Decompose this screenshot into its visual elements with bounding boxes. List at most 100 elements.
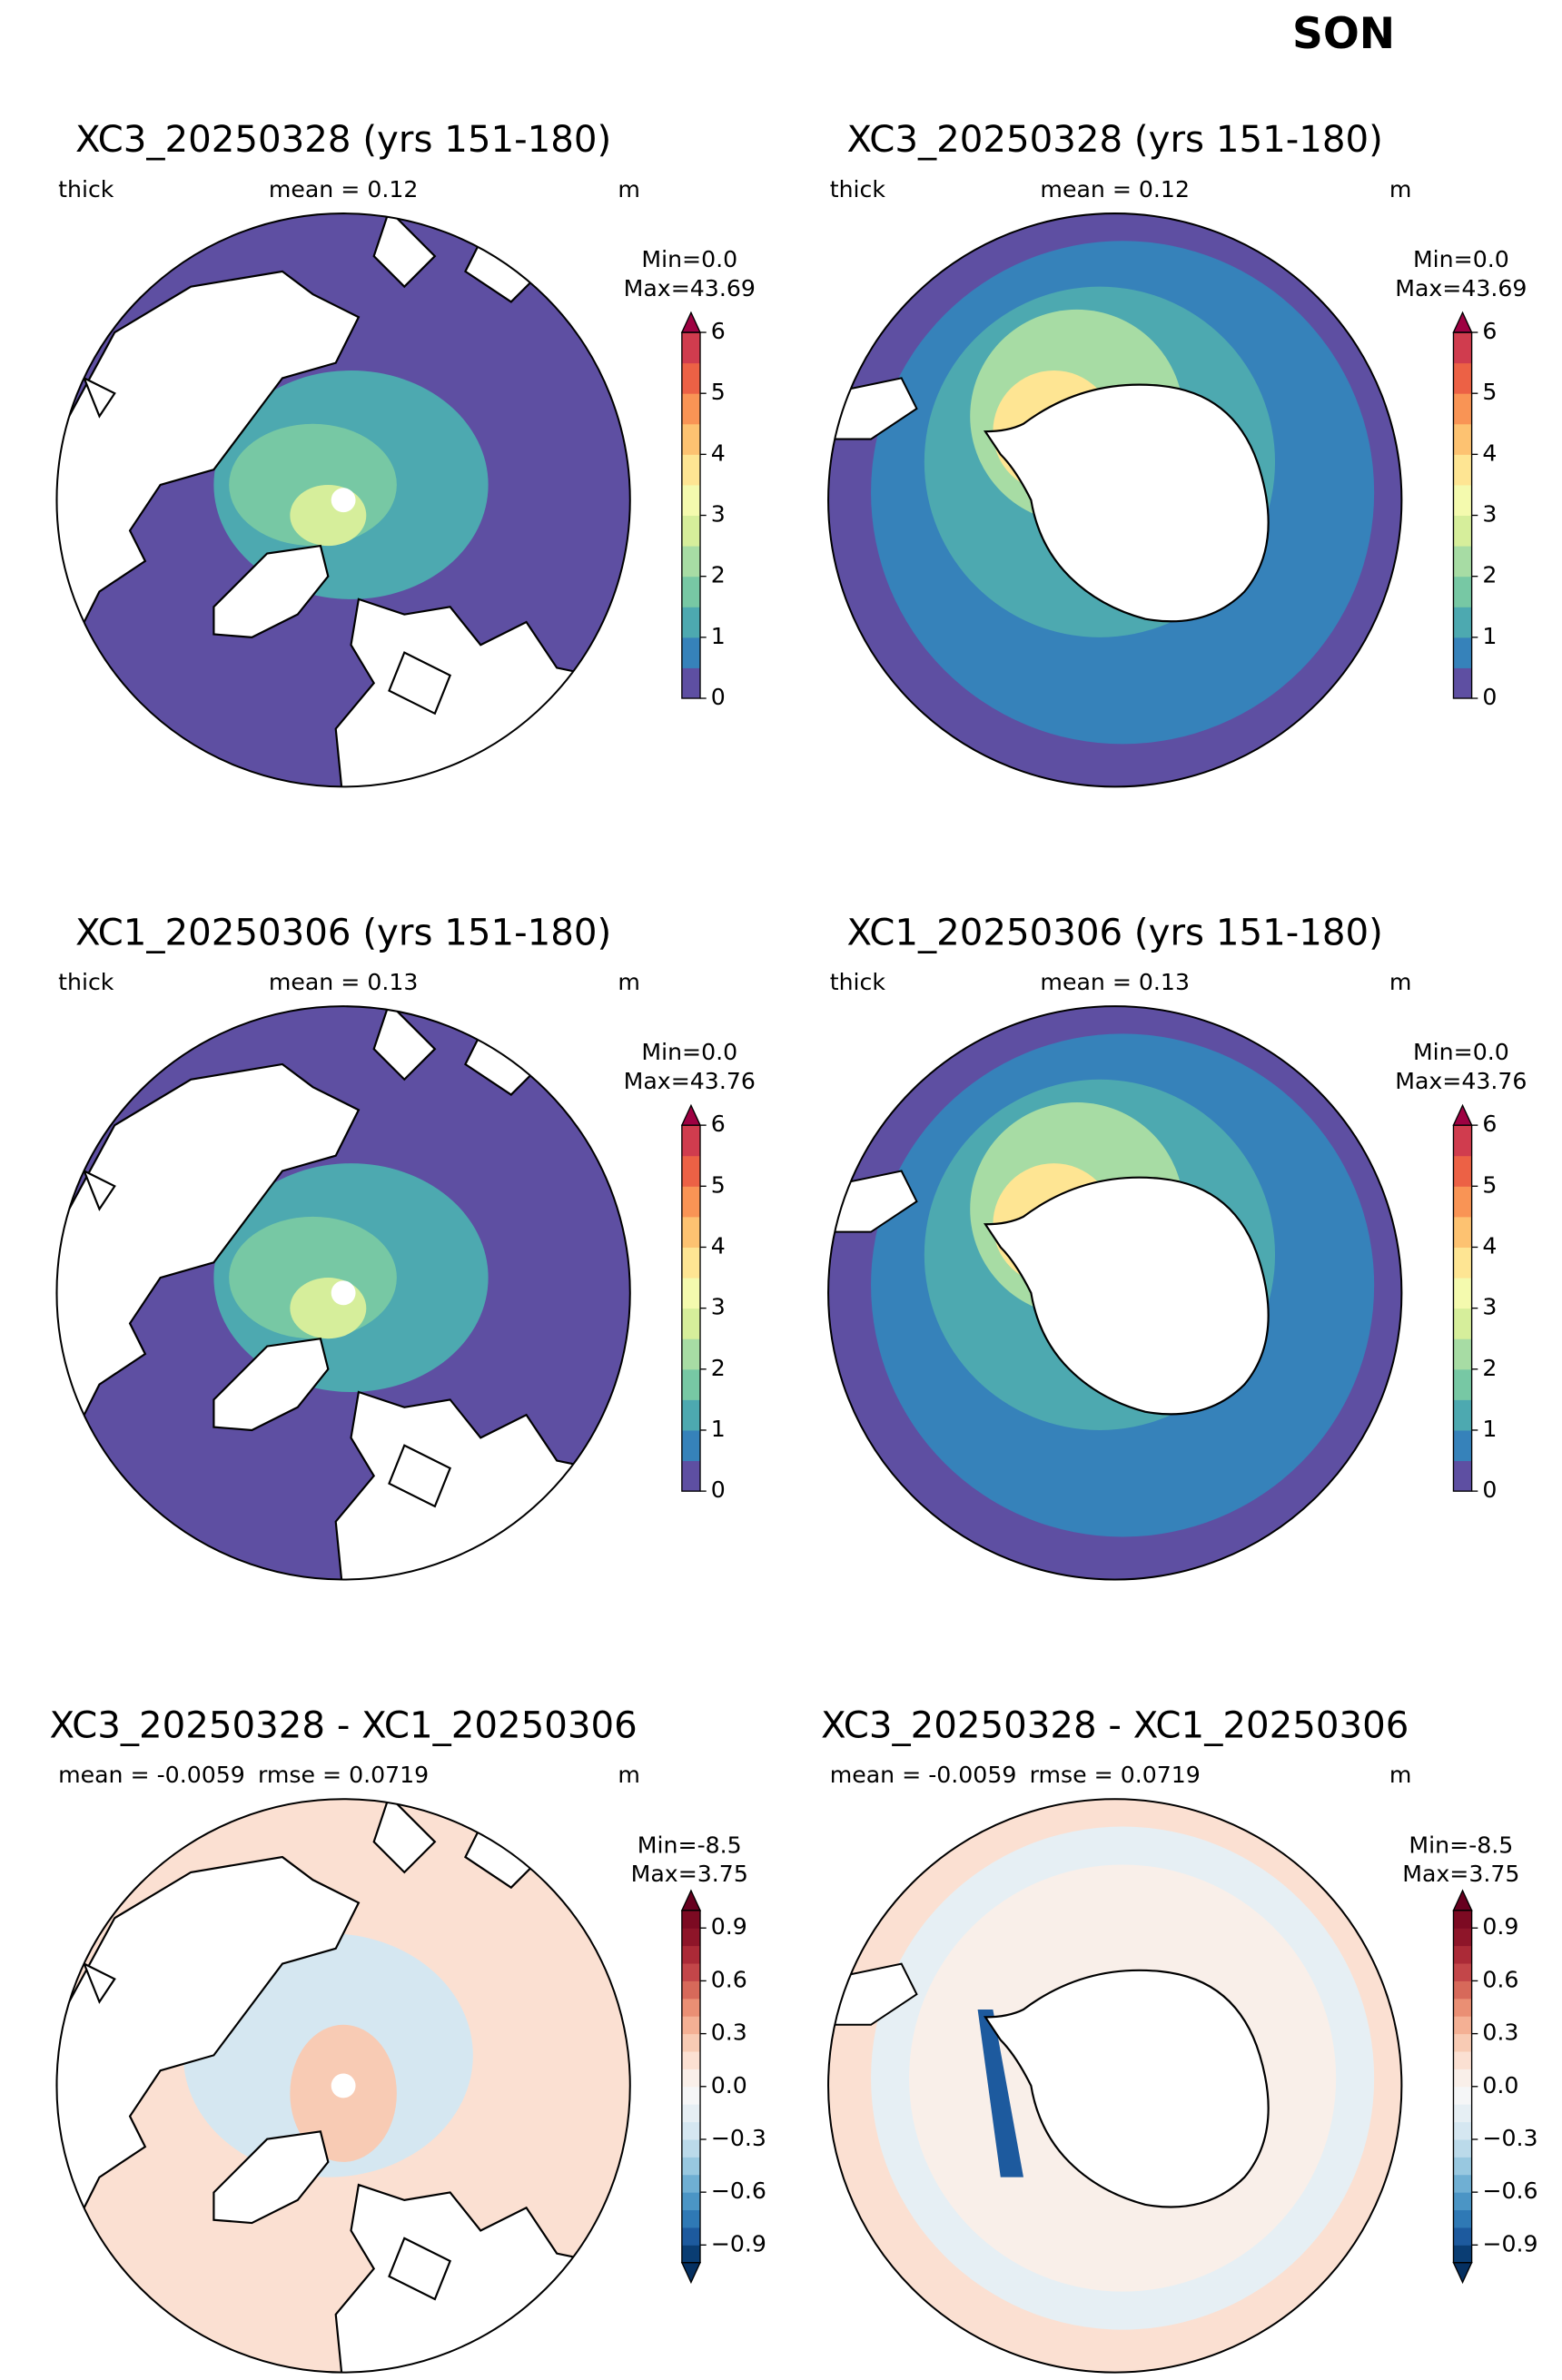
colorbar-segment: [681, 1125, 701, 1157]
center-label: mean = 0.13: [1040, 969, 1190, 995]
colorbar-segment: [1453, 2174, 1472, 2193]
panel-title: XC1_20250306 (yrs 151-180): [847, 911, 1383, 953]
colorbar-segment: [1453, 2138, 1472, 2158]
land: [372, 1799, 437, 1874]
colorbar-tick-label: −0.9: [1482, 2230, 1537, 2257]
colorbar-tick-label: 4: [711, 439, 726, 466]
colorbar-tick-label: 3: [1482, 501, 1497, 528]
land: [82, 1169, 116, 1211]
colorbar-segment: [1453, 1429, 1472, 1462]
left-label: thick: [830, 176, 886, 202]
colorbar-segment: [681, 1186, 701, 1218]
colorbar-tick-label: −0.9: [711, 2230, 766, 2257]
colorbar-segment: [1453, 1155, 1472, 1187]
colorbar-segment: [681, 546, 701, 578]
colorbar-segment: [681, 2069, 701, 2088]
panel: XC1_20250306 (yrs 151-180) thick mean = 0.…: [55, 911, 756, 1581]
colorbar-tick-label: 4: [1482, 1232, 1497, 1259]
panel-title: XC3_20250328 (yrs 151-180): [75, 118, 611, 161]
field: [290, 484, 367, 547]
colorbar-segment: [1453, 1308, 1472, 1339]
colorbar-segment: [681, 1460, 701, 1492]
colorbar-extend: [1452, 1103, 1473, 1126]
min-label: Min=0.0: [641, 1039, 737, 1065]
map: [56, 213, 630, 787]
colorbar-segment: [681, 2138, 701, 2158]
colorbar-segment: [681, 2086, 701, 2105]
land: [82, 1961, 116, 2004]
max-label: Max=43.76: [624, 1068, 756, 1094]
panel: XC1_20250306 (yrs 151-180) thick mean = 0.…: [827, 911, 1527, 1581]
left-label: thick: [58, 969, 114, 995]
colorbar-segment: [681, 2121, 701, 2140]
colorbar-segment: [1453, 576, 1472, 607]
colorbar-tick-label: −0.3: [1482, 2125, 1537, 2151]
colorbar-segment: [681, 607, 701, 638]
colorbar-tick-label: 1: [711, 623, 726, 649]
center-label: mean = 0.12: [269, 176, 419, 202]
max-label: Max=3.75: [631, 1861, 748, 1887]
colorbar-segment: [1453, 1338, 1472, 1370]
max-label: Max=3.75: [1402, 1861, 1519, 1887]
land: [388, 2237, 452, 2301]
colorbar-segment: [681, 2209, 701, 2228]
colorbar-segment: [681, 484, 701, 517]
map: [828, 1799, 1402, 2373]
colorbar-tick-label: 3: [711, 1294, 726, 1320]
max-label: Max=43.76: [1395, 1068, 1527, 1094]
colorbar-segment: [681, 1216, 701, 1248]
colorbar-segment: [1453, 1928, 1472, 1947]
panel-title: XC1_20250306 (yrs 151-180): [75, 911, 611, 953]
pole-hole: [331, 488, 356, 513]
land: [213, 1337, 330, 1432]
colorbar-extend: [680, 1103, 702, 1126]
colorbar-segment: [1453, 1963, 1472, 1981]
colorbar-segment: [681, 1429, 701, 1462]
land: [828, 1962, 918, 2026]
suptitle: SON: [1292, 9, 1395, 59]
colorbar-segment: [1453, 607, 1472, 638]
colorbar-segment: [681, 1945, 701, 1964]
colorbar-segment: [681, 2016, 701, 2035]
colorbar-segment: [681, 1963, 701, 1981]
colorbar-segment: [1453, 667, 1472, 699]
left-label: mean = -0.0059: [58, 1762, 245, 1788]
colorbar-segment: [681, 362, 701, 394]
panel-title: XC3_20250328 (yrs 151-180): [847, 118, 1383, 161]
colorbar-segment: [1453, 1125, 1472, 1157]
colorbar-segment: [1453, 1216, 1472, 1248]
map-frame: [827, 212, 1403, 788]
min-label: Min=-8.5: [638, 1832, 742, 1858]
colorbar-tick-label: 4: [711, 1232, 726, 1259]
colorbar-tick-label: 0.3: [1482, 2020, 1518, 2046]
colorbar-tick-label: 2: [711, 562, 726, 588]
colorbar-tick-label: 5: [711, 1171, 726, 1198]
colorbar-tick-label: 5: [1482, 379, 1497, 405]
colorbar-tick-label: 6: [1482, 1111, 1497, 1137]
colorbar-segment: [681, 1278, 701, 1309]
colorbar-tick-label: 5: [711, 379, 726, 405]
min-label: Min=0.0: [641, 246, 737, 272]
colorbar-extend: [1452, 1889, 1473, 1911]
min-label: Min=0.0: [1413, 1039, 1509, 1065]
colorbar-segment: [681, 1338, 701, 1370]
colorbar-tick-label: 1: [711, 1416, 726, 1442]
unit-label: m: [618, 1762, 640, 1788]
colorbar-extend: [680, 1889, 702, 1911]
land: [56, 1062, 361, 1432]
colorbar-segment: [1453, 1945, 1472, 1964]
panel: XC3_20250328 (yrs 151-180) thick mean = 0.…: [827, 118, 1527, 788]
colorbar-segment: [681, 2050, 701, 2069]
colorbar-segment: [1453, 1368, 1472, 1400]
colorbar-tick-label: 0.9: [711, 1913, 747, 1940]
unit-label: m: [618, 176, 640, 202]
land: [213, 544, 330, 638]
colorbar-tick-label: 0: [1482, 684, 1497, 710]
colorbar-tick-label: −0.6: [1482, 2178, 1537, 2204]
colorbar-segment: [1453, 423, 1472, 455]
left-label: thick: [58, 176, 114, 202]
colorbar-segment: [681, 1155, 701, 1187]
colorbar-tick-label: 5: [1482, 1171, 1497, 1198]
